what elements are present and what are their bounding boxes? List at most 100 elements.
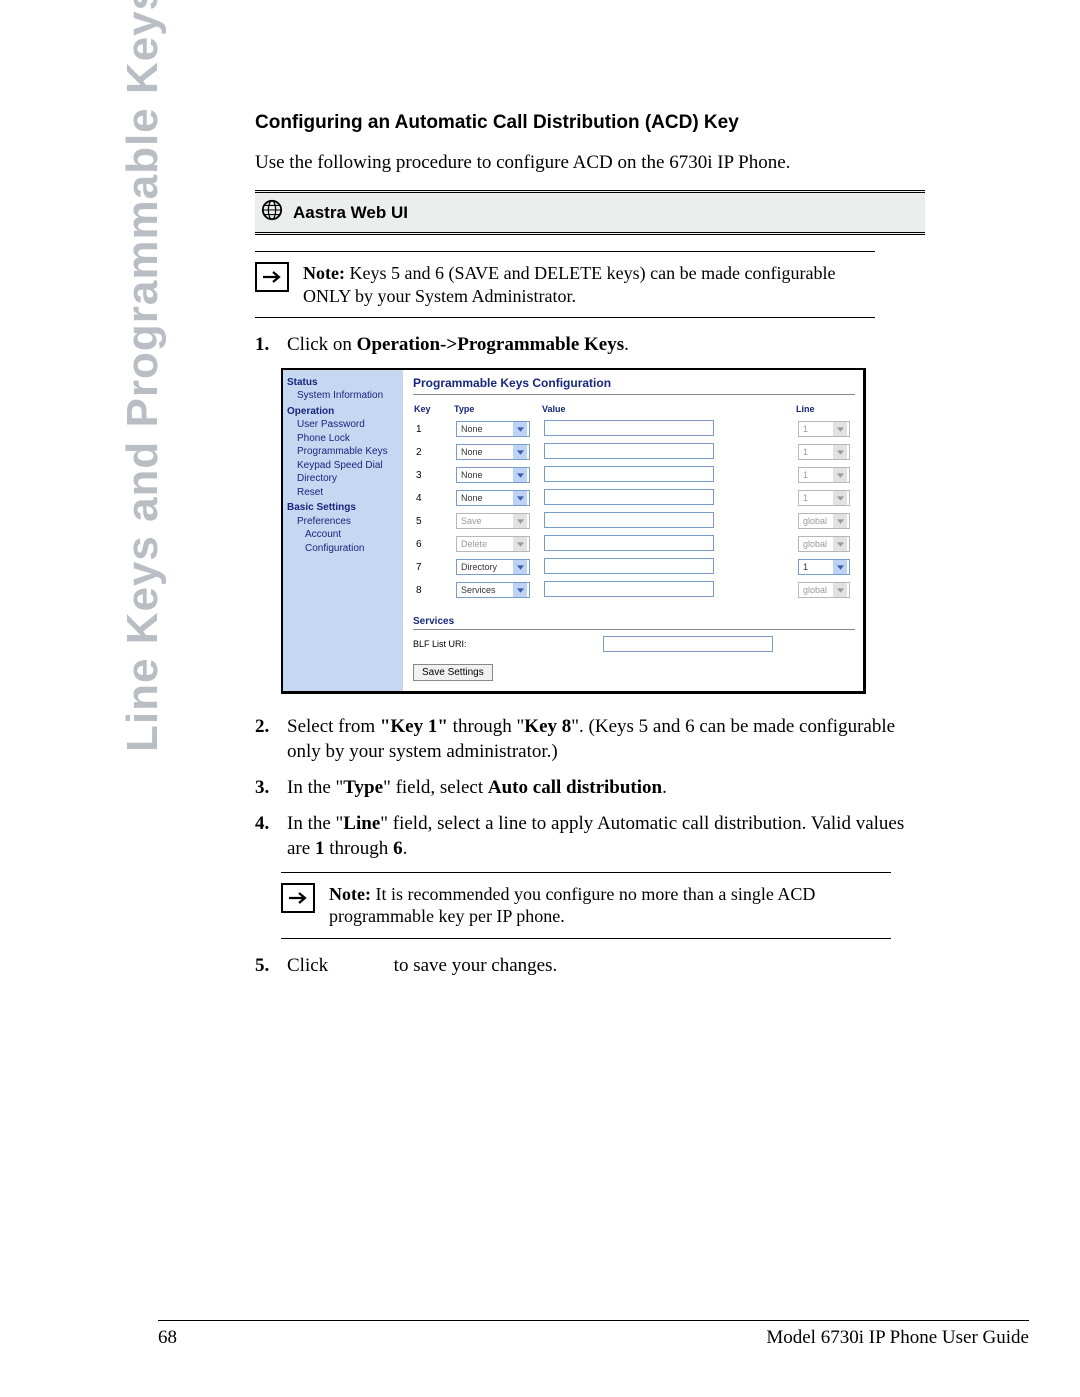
cell-key: 8 bbox=[413, 579, 453, 602]
section-title: Configuring an Automatic Call Distributi… bbox=[255, 112, 925, 134]
value-input[interactable] bbox=[544, 489, 714, 505]
chevron-down-icon bbox=[513, 583, 527, 597]
step-number: 2. bbox=[255, 714, 277, 765]
content-area: Configuring an Automatic Call Distributi… bbox=[255, 112, 925, 988]
value-input[interactable] bbox=[544, 535, 714, 551]
intro-text: Use the following procedure to configure… bbox=[255, 152, 925, 174]
table-row: 7Directory1 bbox=[413, 556, 855, 579]
table-row: 6Delete global bbox=[413, 533, 855, 556]
sb-item[interactable]: Preferences bbox=[287, 515, 399, 529]
page-number: 68 bbox=[158, 1327, 177, 1349]
th-value: Value bbox=[541, 403, 795, 418]
sb-operation: Operation bbox=[287, 405, 399, 419]
step-body: Click to save your changes. bbox=[287, 953, 925, 979]
note-body: It is recommended you configure no more … bbox=[329, 884, 815, 927]
chevron-down-icon bbox=[513, 468, 527, 482]
arrow-icon bbox=[281, 883, 315, 913]
chevron-down-icon bbox=[513, 560, 527, 574]
value-input[interactable] bbox=[544, 512, 714, 528]
line-select[interactable]: 1 bbox=[798, 490, 850, 506]
step-number: 1. bbox=[255, 332, 277, 358]
line-select[interactable]: 1 bbox=[798, 467, 850, 483]
value-input[interactable] bbox=[544, 581, 714, 597]
steps-list-3: 5. Click to save your changes. bbox=[255, 953, 925, 979]
cell-key: 4 bbox=[413, 487, 453, 510]
steps-list: 1. Click on Operation->Programmable Keys… bbox=[255, 332, 925, 358]
sb-item[interactable]: Phone Lock bbox=[287, 432, 399, 446]
services-header: Services bbox=[413, 616, 855, 630]
type-select[interactable]: Delete bbox=[456, 536, 530, 552]
sb-item[interactable]: Programmable Keys bbox=[287, 445, 399, 459]
value-input[interactable] bbox=[544, 443, 714, 459]
screenshot-programmable-keys: Status System Information Operation User… bbox=[281, 368, 866, 694]
steps-list-2: 2. Select from "Key 1" through "Key 8". … bbox=[255, 714, 925, 862]
cell-key: 1 bbox=[413, 418, 453, 441]
line-select[interactable]: global bbox=[798, 582, 850, 598]
note-text-2: Note: It is recommended you configure no… bbox=[329, 883, 891, 928]
type-select[interactable]: Save bbox=[456, 513, 530, 529]
side-section-label: Line Keys and Programmable Keys bbox=[118, 112, 168, 752]
screenshot-main: Programmable Keys Configuration Key Type… bbox=[403, 370, 863, 691]
sb-status: Status bbox=[287, 376, 399, 390]
line-select[interactable]: 1 bbox=[798, 559, 850, 575]
chevron-down-icon bbox=[833, 537, 847, 551]
step-number: 4. bbox=[255, 811, 277, 862]
page-footer: 68 Model 6730i IP Phone User Guide bbox=[158, 1320, 1029, 1349]
cell-key: 5 bbox=[413, 510, 453, 533]
sb-item[interactable]: System Information bbox=[287, 389, 399, 403]
note-text-1: Note: Keys 5 and 6 (SAVE and DELETE keys… bbox=[303, 262, 875, 307]
chevron-down-icon bbox=[513, 537, 527, 551]
note-block-1: Note: Keys 5 and 6 (SAVE and DELETE keys… bbox=[255, 251, 875, 318]
page-container: Line Keys and Programmable Keys Configur… bbox=[60, 0, 1040, 1397]
screenshot-sidebar: Status System Information Operation User… bbox=[283, 370, 403, 691]
sb-item[interactable]: Reset bbox=[287, 486, 399, 500]
note-label: Note: bbox=[303, 263, 345, 283]
step-body: In the "Type" field, select Auto call di… bbox=[287, 775, 925, 801]
table-row: 5Save global bbox=[413, 510, 855, 533]
step-5: 5. Click to save your changes. bbox=[255, 953, 925, 979]
line-select[interactable]: 1 bbox=[798, 444, 850, 460]
sb-item[interactable]: User Password bbox=[287, 418, 399, 432]
chevron-down-icon bbox=[833, 583, 847, 597]
sb-item[interactable]: Account Configuration bbox=[287, 528, 399, 555]
chevron-down-icon bbox=[833, 468, 847, 482]
step-4: 4. In the "Line" field, select a line to… bbox=[255, 811, 925, 862]
aastra-bar-label: Aastra Web UI bbox=[293, 203, 408, 223]
save-settings-button[interactable]: Save Settings bbox=[413, 664, 493, 681]
type-select[interactable]: None bbox=[456, 490, 530, 506]
globe-icon bbox=[261, 199, 283, 226]
value-input[interactable] bbox=[544, 558, 714, 574]
blf-input[interactable] bbox=[603, 636, 773, 652]
th-type: Type bbox=[453, 403, 541, 418]
chevron-down-icon bbox=[513, 445, 527, 459]
step-3: 3. In the "Type" field, select Auto call… bbox=[255, 775, 925, 801]
screenshot-title: Programmable Keys Configuration bbox=[413, 376, 855, 395]
sb-item[interactable]: Keypad Speed Dial bbox=[287, 459, 399, 473]
line-select[interactable]: global bbox=[798, 513, 850, 529]
step-number: 5. bbox=[255, 953, 277, 979]
step-1: 1. Click on Operation->Programmable Keys… bbox=[255, 332, 925, 358]
table-row: 8Services global bbox=[413, 579, 855, 602]
table-row: 3None1 bbox=[413, 464, 855, 487]
value-input[interactable] bbox=[544, 420, 714, 436]
step-body: Click on Operation->Programmable Keys. bbox=[287, 332, 925, 358]
chevron-down-icon bbox=[513, 514, 527, 528]
line-select[interactable]: 1 bbox=[798, 421, 850, 437]
blf-label: BLF List URI: bbox=[413, 639, 593, 649]
step-body: Select from "Key 1" through "Key 8". (Ke… bbox=[287, 714, 925, 765]
type-select[interactable]: Directory bbox=[456, 559, 530, 575]
cell-key: 6 bbox=[413, 533, 453, 556]
type-select[interactable]: None bbox=[456, 421, 530, 437]
chevron-down-icon bbox=[833, 491, 847, 505]
type-select[interactable]: None bbox=[456, 467, 530, 483]
type-select[interactable]: None bbox=[456, 444, 530, 460]
note-label: Note: bbox=[329, 884, 371, 904]
table-row: 2None1 bbox=[413, 441, 855, 464]
type-select[interactable]: Services bbox=[456, 582, 530, 598]
value-input[interactable] bbox=[544, 466, 714, 482]
th-key: Key bbox=[413, 403, 453, 418]
line-select[interactable]: global bbox=[798, 536, 850, 552]
sb-basic: Basic Settings bbox=[287, 501, 399, 515]
sb-item[interactable]: Directory bbox=[287, 472, 399, 486]
chevron-down-icon bbox=[833, 560, 847, 574]
